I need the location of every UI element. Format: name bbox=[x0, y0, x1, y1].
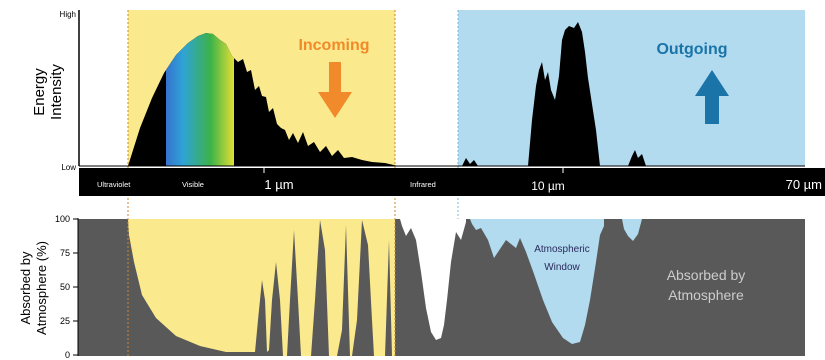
absorbed-y-ticks bbox=[73, 218, 78, 356]
atmospheric-window-area bbox=[470, 219, 604, 344]
outgoing-label: Outgoing bbox=[656, 41, 727, 58]
energy-high-label: High bbox=[60, 10, 76, 19]
tick-10-micron: 10 µm bbox=[531, 179, 565, 193]
absorbed-tick-75: 75 bbox=[60, 248, 70, 258]
visible-light-spectrum bbox=[166, 33, 234, 166]
energy-low-label: Low bbox=[61, 163, 76, 172]
ultraviolet-label: Ultraviolet bbox=[97, 180, 131, 189]
incoming-arrow-down-icon bbox=[318, 62, 352, 118]
absorbed-annotation-line2: Atmosphere bbox=[668, 287, 744, 303]
atmospheric-window-line2: Window bbox=[544, 262, 580, 273]
outgoing-arrow-up-icon bbox=[695, 70, 729, 124]
visible-label: Visible bbox=[182, 180, 204, 189]
atmospheric-window-line1: Atmospheric bbox=[534, 244, 590, 255]
absorbed-tick-25: 25 bbox=[60, 316, 70, 326]
tick-1-micron: 1 µm bbox=[264, 177, 293, 192]
tick-70-micron: 70 µm bbox=[786, 177, 822, 192]
infrared-label: Infrared bbox=[410, 180, 436, 189]
emission-speck-right bbox=[628, 150, 646, 166]
absorbed-annotation-line1: Absorbed by bbox=[667, 267, 746, 283]
incoming-transmission-area bbox=[128, 219, 395, 356]
near-ir-window bbox=[400, 219, 466, 340]
absorbed-tick-0: 0 bbox=[65, 350, 70, 360]
incoming-label: Incoming bbox=[298, 37, 369, 54]
svg-text:Energy: Energy bbox=[31, 68, 48, 116]
emission-speck-left bbox=[462, 158, 478, 166]
wavelength-axis-strip bbox=[79, 168, 825, 196]
window-peak-right bbox=[622, 219, 642, 241]
thermal-emission-spectrum bbox=[528, 22, 600, 166]
svg-text:Intensity: Intensity bbox=[48, 64, 65, 120]
svg-text:Atmosphere (%): Atmosphere (%) bbox=[34, 241, 49, 335]
energy-y-title: Energy Intensity bbox=[31, 64, 65, 120]
svg-text:Absorbed by: Absorbed by bbox=[18, 251, 33, 324]
wavelength-ticks bbox=[263, 168, 564, 173]
outgoing-band bbox=[458, 10, 805, 166]
absorbed-tick-100: 100 bbox=[55, 214, 70, 224]
absorbed-tick-50: 50 bbox=[60, 282, 70, 292]
absorbed-y-title: Absorbed by Atmosphere (%) bbox=[18, 241, 49, 335]
